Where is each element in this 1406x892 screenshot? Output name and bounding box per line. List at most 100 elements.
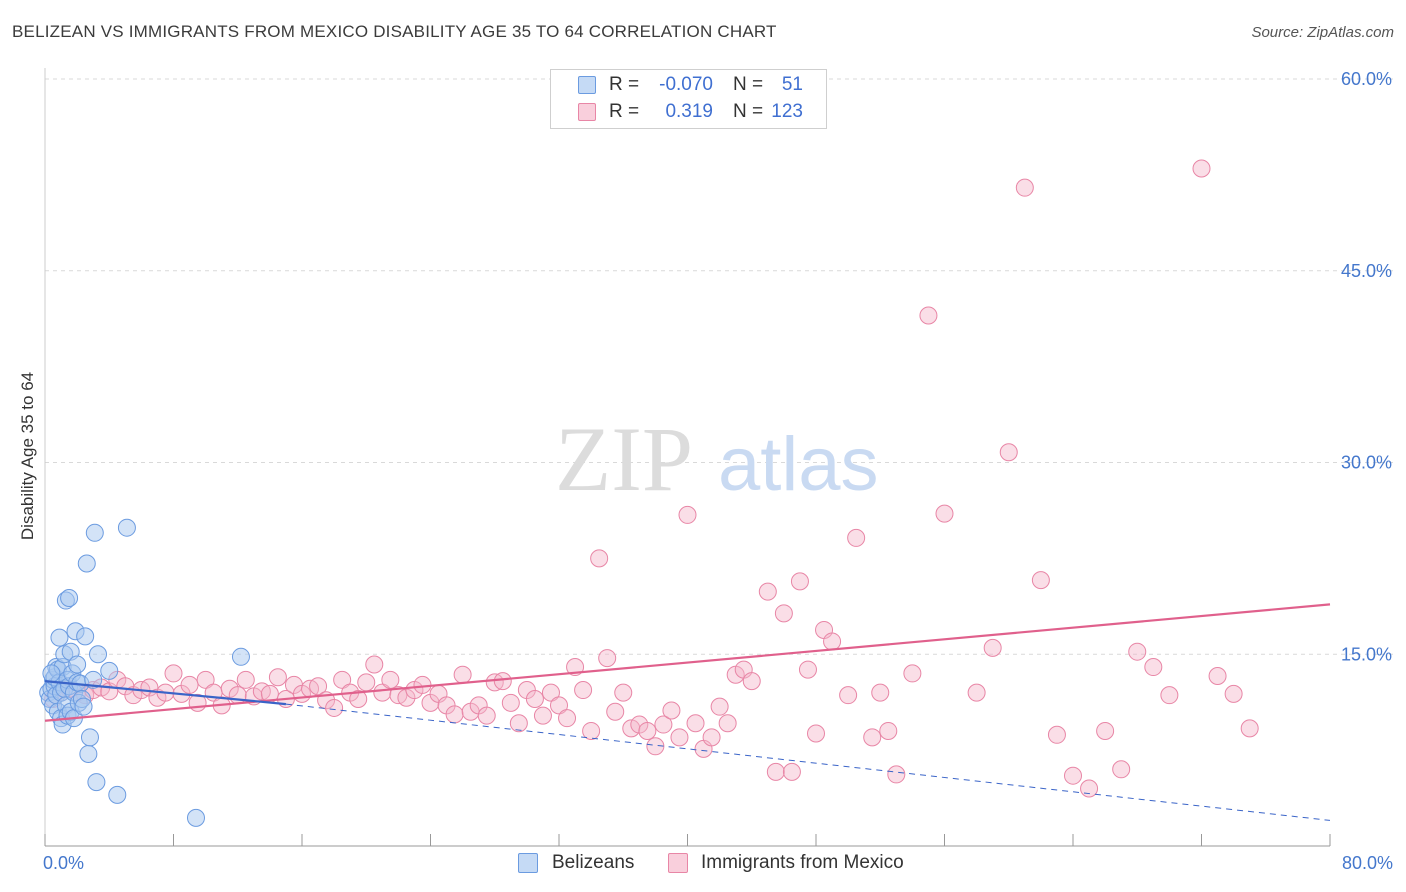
data-point-immigrants bbox=[309, 677, 328, 696]
legend-label: Belizeans bbox=[552, 852, 635, 873]
data-point-immigrants bbox=[662, 701, 681, 720]
data-point-immigrants bbox=[718, 714, 737, 733]
data-point-immigrants bbox=[798, 660, 817, 679]
legend-swatch-blue bbox=[578, 76, 596, 94]
data-point-belizeans bbox=[76, 627, 95, 646]
data-point-immigrants bbox=[983, 638, 1002, 657]
data-point-immigrants bbox=[887, 765, 906, 784]
x-tick-label: 80.0% bbox=[1342, 853, 1393, 873]
data-point-immigrants bbox=[1064, 766, 1082, 785]
legend-row-belizeans: R = -0.070 N = 51 bbox=[551, 74, 826, 98]
data-point-belizeans bbox=[108, 785, 127, 804]
data-point-immigrants bbox=[598, 649, 617, 668]
series-belizeans bbox=[39, 518, 250, 827]
data-point-belizeans bbox=[117, 518, 136, 537]
stats-legend: R = -0.070 N = 51 R = 0.319 N = 123 bbox=[550, 69, 827, 129]
data-point-belizeans bbox=[68, 655, 87, 674]
legend-swatch-pink bbox=[578, 103, 596, 121]
data-point-immigrants bbox=[590, 549, 609, 568]
trend-lines bbox=[44, 603, 1331, 821]
data-point-immigrants bbox=[823, 632, 842, 651]
y-axis-label: Disability Age 35 to 64 bbox=[18, 372, 37, 540]
data-point-belizeans bbox=[42, 664, 61, 683]
legend-n-label: N = bbox=[733, 101, 764, 122]
legend-label: Immigrants from Mexico bbox=[701, 852, 904, 873]
legend-n-label: N = bbox=[733, 74, 764, 95]
data-point-immigrants bbox=[268, 668, 287, 687]
data-point-immigrants bbox=[1240, 719, 1259, 738]
data-point-immigrants bbox=[807, 724, 825, 743]
watermark-atlas: atlas bbox=[718, 422, 879, 507]
data-point-immigrants bbox=[935, 504, 954, 523]
data-point-immigrants bbox=[1047, 725, 1066, 744]
data-point-immigrants bbox=[1096, 721, 1115, 740]
data-point-immigrants bbox=[180, 675, 199, 694]
data-point-immigrants bbox=[541, 683, 560, 702]
data-point-belizeans bbox=[87, 773, 106, 792]
data-point-belizeans bbox=[84, 670, 103, 689]
data-point-immigrants bbox=[501, 693, 520, 712]
data-point-immigrants bbox=[879, 721, 898, 740]
data-point-immigrants bbox=[919, 306, 938, 325]
data-point-immigrants bbox=[1224, 684, 1243, 703]
data-point-immigrants bbox=[1031, 571, 1050, 590]
data-point-belizeans bbox=[60, 589, 79, 608]
data-point-immigrants bbox=[790, 572, 809, 591]
data-point-immigrants bbox=[871, 683, 890, 702]
data-point-immigrants bbox=[349, 689, 368, 708]
data-point-immigrants bbox=[606, 702, 625, 721]
data-point-immigrants bbox=[582, 721, 601, 740]
data-point-immigrants bbox=[903, 664, 922, 683]
y-tick-label: 15.0% bbox=[1341, 644, 1392, 664]
data-point-belizeans bbox=[100, 661, 119, 680]
trend-line-belizeans bbox=[44, 679, 287, 706]
x-tick-label: 0.0% bbox=[43, 853, 84, 873]
data-point-immigrants bbox=[574, 681, 593, 700]
data-point-immigrants bbox=[1192, 159, 1211, 178]
axes bbox=[44, 68, 1331, 847]
data-point-immigrants bbox=[493, 672, 512, 691]
data-point-immigrants bbox=[1015, 178, 1034, 197]
data-point-immigrants bbox=[333, 670, 352, 689]
data-point-belizeans bbox=[85, 523, 104, 542]
data-point-immigrants bbox=[670, 728, 689, 747]
series-legend: Belizeans Immigrants from Mexico bbox=[0, 852, 1406, 878]
data-point-belizeans bbox=[74, 697, 93, 716]
data-point-immigrants bbox=[509, 714, 528, 733]
legend-r-label: R = bbox=[609, 101, 640, 122]
legend-swatch-blue bbox=[518, 853, 538, 873]
data-point-immigrants bbox=[1144, 658, 1163, 677]
watermark-zip: ZIP bbox=[555, 408, 693, 510]
y-tick-label: 30.0% bbox=[1341, 453, 1392, 473]
data-point-immigrants bbox=[742, 672, 761, 691]
data-point-immigrants bbox=[1208, 666, 1227, 685]
data-point-immigrants bbox=[365, 655, 384, 674]
data-point-immigrants bbox=[445, 705, 464, 724]
legend-r-value: 0.319 bbox=[665, 101, 713, 122]
data-point-immigrants bbox=[525, 689, 544, 708]
legend-n-value: 123 bbox=[771, 101, 803, 122]
data-point-immigrants bbox=[847, 528, 866, 547]
data-point-immigrants bbox=[686, 714, 705, 733]
legend-row-immigrants: R = 0.319 N = 123 bbox=[551, 101, 826, 125]
data-point-immigrants bbox=[646, 737, 665, 756]
trend-line-belizeans-extrapolated bbox=[285, 703, 1331, 821]
legend-n-value: 51 bbox=[781, 74, 803, 95]
data-point-immigrants bbox=[533, 706, 552, 725]
data-point-immigrants bbox=[999, 443, 1018, 462]
data-point-immigrants bbox=[236, 670, 255, 689]
data-point-immigrants bbox=[164, 664, 183, 683]
data-point-belizeans bbox=[186, 808, 205, 827]
data-point-immigrants bbox=[373, 683, 392, 702]
data-point-immigrants bbox=[654, 715, 673, 734]
data-point-belizeans bbox=[231, 647, 250, 666]
data-point-immigrants bbox=[558, 709, 577, 728]
legend-r-value: -0.070 bbox=[659, 74, 713, 95]
data-point-immigrants bbox=[774, 604, 793, 623]
grid-lines bbox=[45, 78, 1395, 655]
y-tick-label: 45.0% bbox=[1341, 261, 1392, 281]
data-point-belizeans bbox=[77, 554, 96, 573]
data-point-belizeans bbox=[79, 744, 98, 763]
source-label: Source: ZipAtlas.com bbox=[1251, 24, 1394, 41]
data-point-immigrants bbox=[477, 706, 496, 725]
